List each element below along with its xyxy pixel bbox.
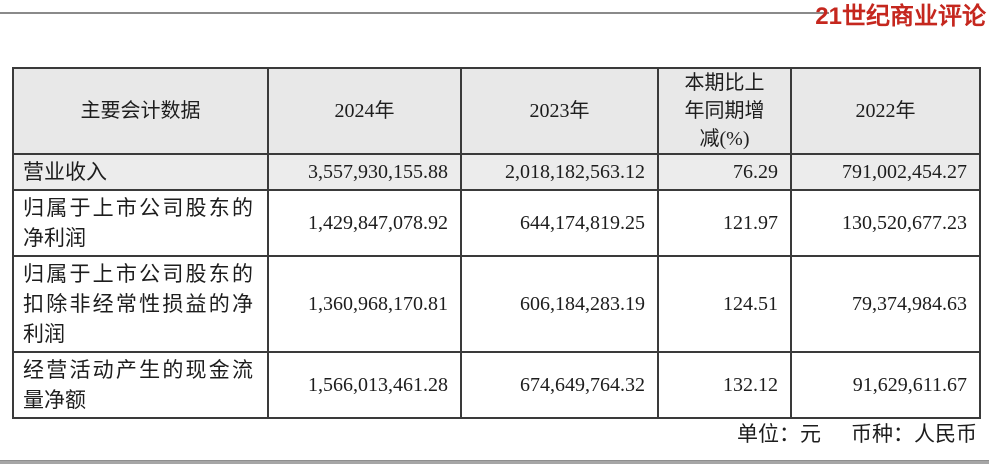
column-header-2024: 2024年 <box>267 67 462 155</box>
value-cell-change: 124.51 <box>657 255 792 353</box>
value-cell-change: 76.29 <box>657 153 792 191</box>
value-cell-2022: 91,629,611.67 <box>790 351 981 419</box>
value-cell-2023: 674,649,764.32 <box>460 351 659 419</box>
value-cell-2024: 3,557,930,155.88 <box>267 153 462 191</box>
value-cell-change: 121.97 <box>657 189 792 257</box>
table-row-revenue: 营业收入 3,557,930,155.88 2,018,182,563.12 7… <box>12 153 981 191</box>
value-cell-2023: 2,018,182,563.12 <box>460 153 659 191</box>
row-label-cell: 经营活动产生的现金流量净额 <box>12 351 269 419</box>
financial-data-table: 主要会计数据 2024年 2023年 本期比上年同期增减(%) 2022年 营业… <box>12 67 981 419</box>
value-cell-2024: 1,566,013,461.28 <box>267 351 462 419</box>
value-cell-change: 132.12 <box>657 351 792 419</box>
bottom-divider-bar <box>0 460 989 464</box>
unit-currency-note: 单位：元 币种：人民币 <box>737 418 977 448</box>
currency-label: 币种：人民币 <box>851 422 977 446</box>
value-cell-2024: 1,360,968,170.81 <box>267 255 462 353</box>
column-header-2023: 2023年 <box>460 67 659 155</box>
column-header-change: 本期比上年同期增减(%) <box>657 67 792 155</box>
brand-logo: 21世纪商业评论 <box>815 3 986 30</box>
table-row-net-profit-excl-nonrecurring: 归属于上市公司股东的扣除非经常性损益的净利润 1,360,968,170.81 … <box>12 255 981 353</box>
table-header-row: 主要会计数据 2024年 2023年 本期比上年同期增减(%) 2022年 <box>12 67 981 155</box>
value-cell-2022: 130,520,677.23 <box>790 189 981 257</box>
row-label-cell: 归属于上市公司股东的扣除非经常性损益的净利润 <box>12 255 269 353</box>
unit-label: 单位：元 <box>737 422 821 446</box>
table-row-operating-cash-flow: 经营活动产生的现金流量净额 1,566,013,461.28 674,649,7… <box>12 351 981 419</box>
row-label-cell: 归属于上市公司股东的净利润 <box>12 189 269 257</box>
value-cell-2022: 791,002,454.27 <box>790 153 981 191</box>
value-cell-2024: 1,429,847,078.92 <box>267 189 462 257</box>
top-divider-rule <box>0 12 829 14</box>
column-header-2022: 2022年 <box>790 67 981 155</box>
value-cell-2023: 606,184,283.19 <box>460 255 659 353</box>
value-cell-2022: 79,374,984.63 <box>790 255 981 353</box>
value-cell-2023: 644,174,819.25 <box>460 189 659 257</box>
row-label-cell: 营业收入 <box>12 153 269 191</box>
column-header-metric: 主要会计数据 <box>12 67 269 155</box>
table-row-net-profit: 归属于上市公司股东的净利润 1,429,847,078.92 644,174,8… <box>12 189 981 257</box>
